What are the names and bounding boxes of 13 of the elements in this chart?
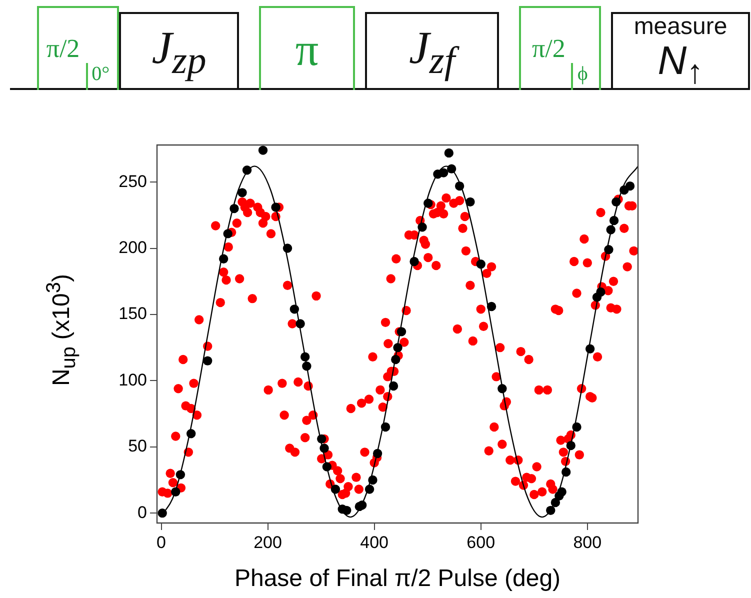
x-tick-label: 400 [360, 532, 389, 552]
x-axis-title: Phase of Final π/2 Pulse (deg) [234, 565, 561, 592]
y-tick-label: 200 [118, 238, 147, 257]
y-tick-label: 250 [118, 172, 147, 191]
x-tick-label: 600 [466, 532, 496, 552]
y-tick-label: 0 [138, 502, 147, 522]
x-tick-label: 200 [254, 532, 282, 552]
x-tick-label: 800 [573, 532, 602, 552]
y-tick-label: 50 [128, 436, 147, 456]
y-tick-label: 100 [118, 370, 147, 390]
pulse-sequence-diagram: π/2 0° J$_{zp}$ π J$_{zf}$ π/2 ϕ measure N$_{↑}$ [10, 2, 750, 94]
x-tick-label: 0 [156, 532, 166, 552]
y-tick-label: 150 [118, 304, 147, 324]
